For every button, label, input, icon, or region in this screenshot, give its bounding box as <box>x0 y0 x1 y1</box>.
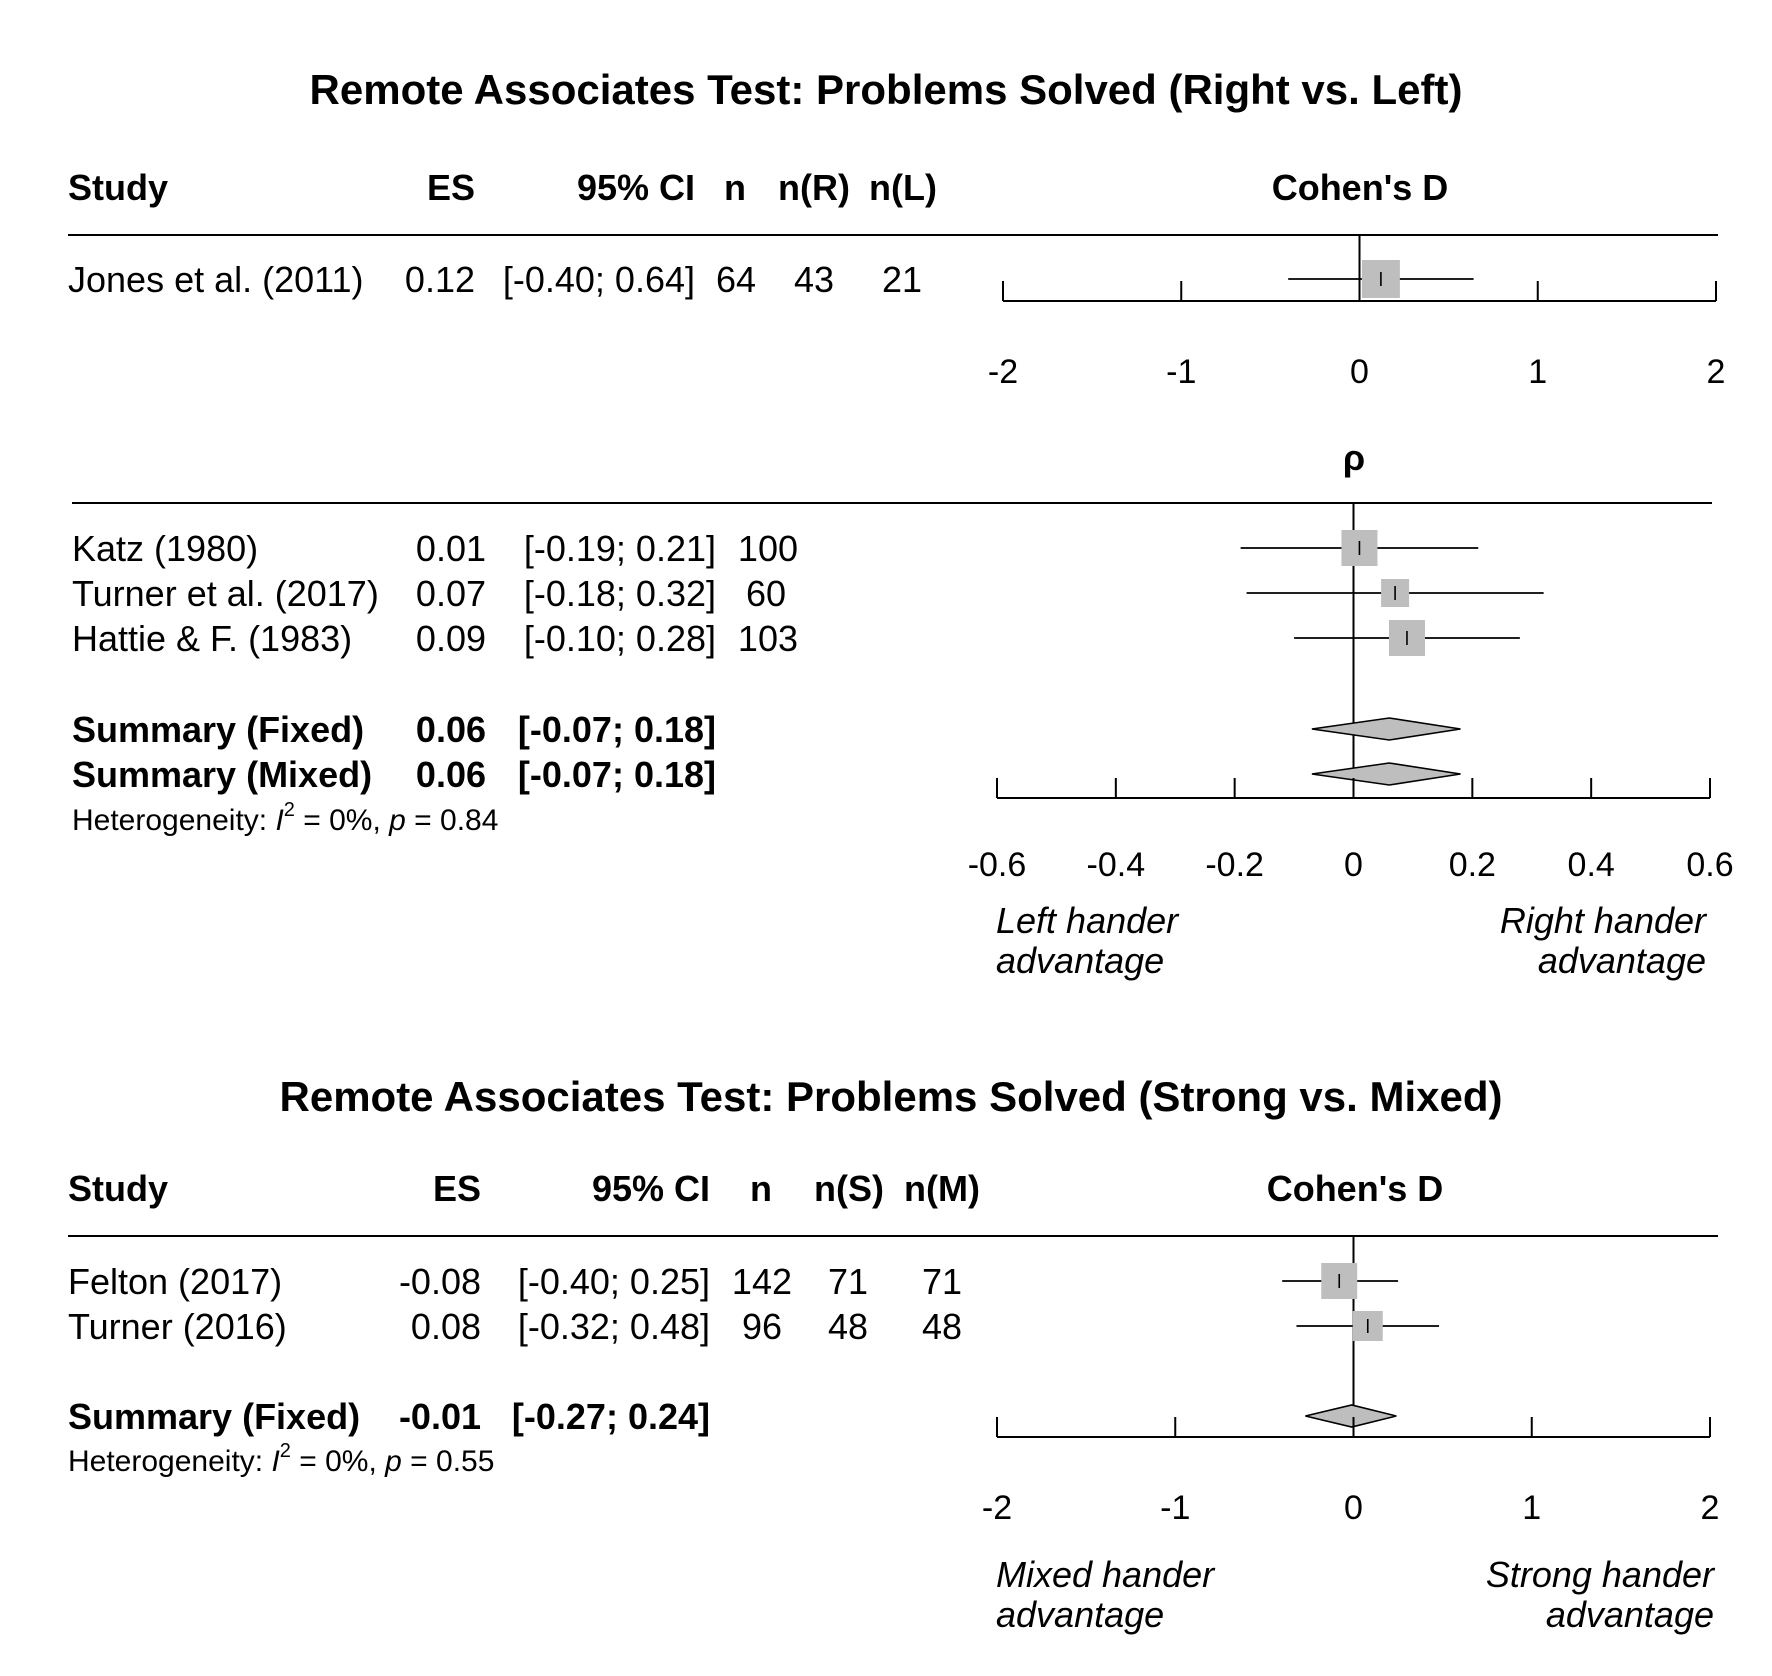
summary-label: Summary (Fixed) <box>72 709 364 750</box>
header-n2: n(L) <box>869 167 937 208</box>
panel-1-title: Remote Associates Test: Problems Solved … <box>310 66 1463 113</box>
study-name: Felton (2017) <box>68 1261 282 1302</box>
axis-label-cohens-d: Cohen's D <box>1272 167 1449 208</box>
summary-ci: [-0.07; 0.18] <box>518 709 716 750</box>
summary-es: 0.06 <box>416 754 486 795</box>
x-tick-label: 0 <box>1350 353 1369 391</box>
heterogeneity-stat: Heterogeneity: I2 = 0%, p = 0.84 <box>72 799 498 837</box>
header-n2: n(M) <box>904 1168 980 1209</box>
study-n1: 43 <box>794 259 834 300</box>
right-advantage-label: advantage <box>1546 1594 1714 1635</box>
header-es: ES <box>433 1168 481 1209</box>
header-n1: n(S) <box>814 1168 884 1209</box>
study-n1: 71 <box>828 1261 868 1302</box>
study-n2: 48 <box>922 1306 962 1347</box>
summary-diamond <box>1311 717 1461 741</box>
study-name: Katz (1980) <box>72 528 258 569</box>
axis-label-rho: ρ <box>1343 437 1365 478</box>
x-tick-label: 0 <box>1344 1489 1363 1527</box>
study-name: Turner et al. (2017) <box>72 573 379 614</box>
x-tick-label: -2 <box>982 1489 1012 1527</box>
x-tick-label: -0.6 <box>968 846 1027 884</box>
x-axis-cohens-d-1: -2 -1 0 1 2 <box>988 281 1726 391</box>
forest-marks-cohens-d-1 <box>1288 235 1474 301</box>
summary-ci: [-0.07; 0.18] <box>518 754 716 795</box>
study-ci: [-0.40; 0.25] <box>518 1261 710 1302</box>
axis-label-cohens-d: Cohen's D <box>1267 1168 1444 1209</box>
study-n: 64 <box>716 259 756 300</box>
x-tick-label: -0.2 <box>1205 846 1264 884</box>
x-tick-label: 1 <box>1522 1489 1541 1527</box>
study-ci: [-0.10; 0.28] <box>524 618 716 659</box>
header-ci: 95% CI <box>577 167 695 208</box>
study-name: Hattie & F. (1983) <box>72 618 352 659</box>
summary-ci: [-0.27; 0.24] <box>512 1396 710 1437</box>
study-es: 0.07 <box>416 573 486 614</box>
study-ci: [-0.40; 0.64] <box>503 259 695 300</box>
x-tick-label: -1 <box>1166 353 1196 391</box>
header-ci: 95% CI <box>592 1168 710 1209</box>
x-axis-cohens-d-2: -2 -1 0 1 2 <box>982 1417 1720 1527</box>
summary-es: 0.06 <box>416 709 486 750</box>
heterogeneity-stat: Heterogeneity: I2 = 0%, p = 0.55 <box>68 1440 494 1478</box>
left-advantage-label: Mixed hander <box>996 1554 1216 1595</box>
forest-marks-rho <box>1240 503 1544 796</box>
study-ci: [-0.19; 0.21] <box>524 528 716 569</box>
study-n: 96 <box>742 1306 782 1347</box>
study-es: -0.08 <box>399 1261 481 1302</box>
header-study: Study <box>68 1168 168 1209</box>
x-tick-label: 0.2 <box>1449 846 1496 884</box>
header-es: ES <box>427 167 475 208</box>
x-tick-label: -0.4 <box>1087 846 1146 884</box>
x-axis-rho: -0.6 -0.4 -0.2 0 0.2 0.4 0.6 <box>968 778 1734 884</box>
right-advantage-label: Strong hander <box>1486 1554 1716 1595</box>
study-n: 103 <box>738 618 798 659</box>
study-ci: [-0.18; 0.32] <box>524 573 716 614</box>
study-es: 0.09 <box>416 618 486 659</box>
left-advantage-label: Left hander <box>996 900 1180 941</box>
header-n: n <box>750 1168 772 1209</box>
summary-diamond <box>1305 1404 1397 1428</box>
x-tick-label: -1 <box>1160 1489 1190 1527</box>
x-tick-label: 0 <box>1344 846 1363 884</box>
study-name: Jones et al. (2011) <box>68 259 364 300</box>
right-advantage-label: Right hander <box>1500 900 1708 941</box>
x-tick-label: 1 <box>1528 353 1547 391</box>
header-n1: n(R) <box>778 167 850 208</box>
summary-diamond <box>1311 762 1461 786</box>
study-n: 60 <box>746 573 786 614</box>
summary-label: Summary (Mixed) <box>72 754 372 795</box>
study-n: 100 <box>738 528 798 569</box>
x-tick-label: 0.4 <box>1568 846 1615 884</box>
x-tick-label: -2 <box>988 353 1018 391</box>
summary-label: Summary (Fixed) <box>68 1396 360 1437</box>
study-n2: 21 <box>882 259 922 300</box>
header-n: n <box>724 167 746 208</box>
right-advantage-label: advantage <box>1538 940 1706 981</box>
study-n1: 48 <box>828 1306 868 1347</box>
study-es: 0.12 <box>405 259 475 300</box>
study-es: 0.01 <box>416 528 486 569</box>
x-tick-label: 2 <box>1707 353 1726 391</box>
study-n2: 71 <box>922 1261 962 1302</box>
study-n: 142 <box>732 1261 792 1302</box>
header-study: Study <box>68 167 168 208</box>
study-ci: [-0.32; 0.48] <box>518 1306 710 1347</box>
panel-2-title: Remote Associates Test: Problems Solved … <box>280 1073 1503 1120</box>
study-name: Turner (2016) <box>68 1306 287 1347</box>
forest-marks-cohens-d-2 <box>1282 1236 1440 1438</box>
left-advantage-label: advantage <box>996 940 1164 981</box>
x-tick-label: 0.6 <box>1686 846 1733 884</box>
summary-es: -0.01 <box>399 1396 481 1437</box>
left-advantage-label: advantage <box>996 1594 1164 1635</box>
study-es: 0.08 <box>411 1306 481 1347</box>
x-tick-label: 2 <box>1701 1489 1720 1527</box>
